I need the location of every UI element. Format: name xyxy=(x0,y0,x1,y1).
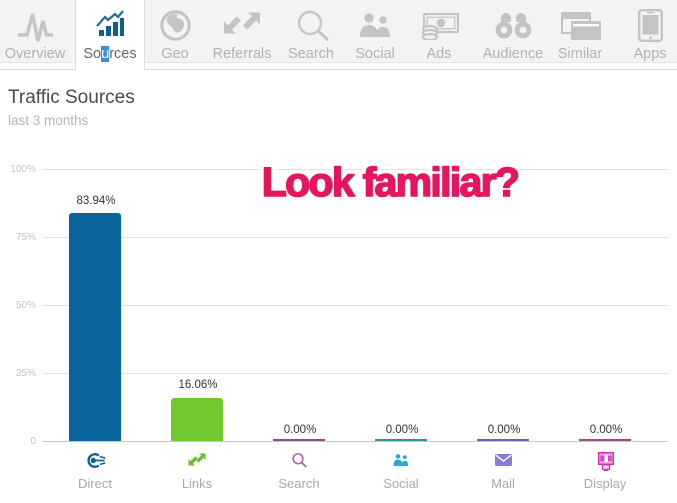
svg-text:Look familiar?: Look familiar? xyxy=(262,159,518,205)
svg-text:Look familiar?: Look familiar? xyxy=(262,159,518,205)
